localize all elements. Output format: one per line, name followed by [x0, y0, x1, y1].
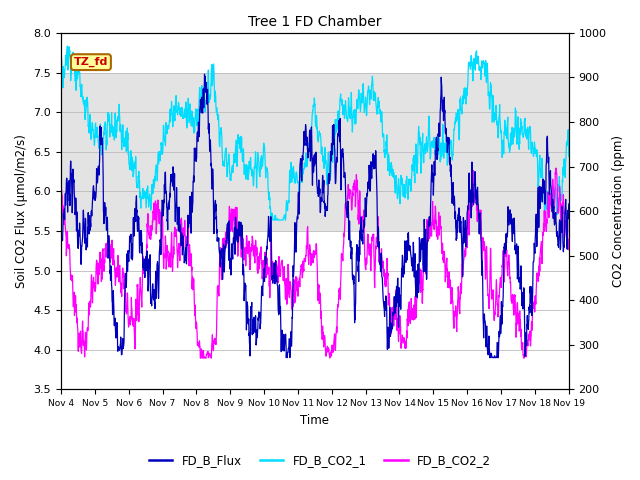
Bar — [61, 72, 569, 231]
X-axis label: Time: Time — [300, 414, 330, 427]
Y-axis label: Soil CO2 Flux (μmol/m2/s): Soil CO2 Flux (μmol/m2/s) — [15, 134, 28, 288]
Text: TZ_fd: TZ_fd — [74, 57, 108, 67]
Y-axis label: CO2 Concentration (ppm): CO2 Concentration (ppm) — [612, 135, 625, 287]
Title: Tree 1 FD Chamber: Tree 1 FD Chamber — [248, 15, 381, 29]
Legend: FD_B_Flux, FD_B_CO2_1, FD_B_CO2_2: FD_B_Flux, FD_B_CO2_1, FD_B_CO2_2 — [144, 449, 496, 472]
